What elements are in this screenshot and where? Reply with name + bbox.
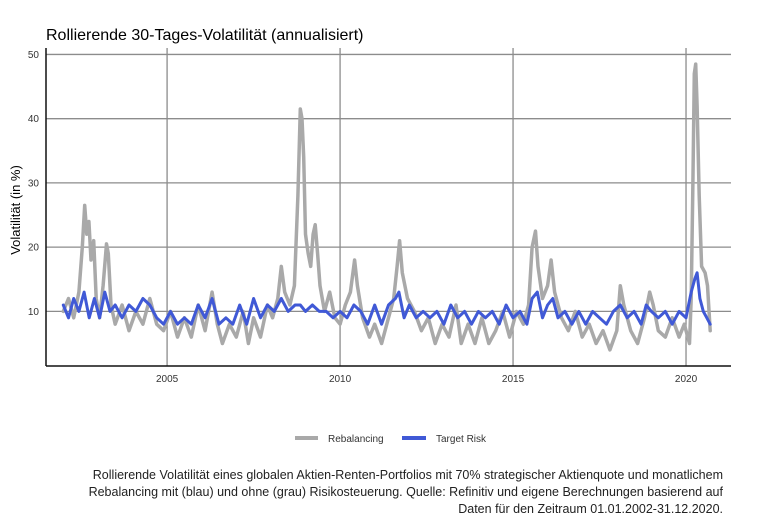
figure-caption: Rollierende Volatilität eines globalen A… [88,468,723,516]
legend: Rebalancing Target Risk [295,434,487,445]
legend-label-rebalancing: Rebalancing [328,434,384,445]
x-tick-label: 2010 [329,374,352,385]
x-tick-label: 2005 [156,374,179,385]
y-axis-title: Volatilität (in %) [8,165,23,255]
chart-title: Rollierende 30-Tages-Volatilität (annual… [46,27,364,44]
y-tick-label: 40 [28,114,40,125]
y-tick-label: 30 [28,178,40,189]
y-tick-label: 20 [28,243,40,254]
series-layer [61,62,712,352]
y-tick-label: 50 [28,50,40,61]
axis-layer: 10 20 30 40 50 2005 2010 2015 2020 [28,48,731,385]
series-line-target-risk [61,271,712,326]
x-tick-label: 2015 [502,374,525,385]
legend-label-target-risk: Target Risk [436,434,487,445]
y-tick-label: 10 [28,307,40,318]
series-line-rebalancing [61,62,712,352]
x-tick-label: 2020 [675,374,698,385]
